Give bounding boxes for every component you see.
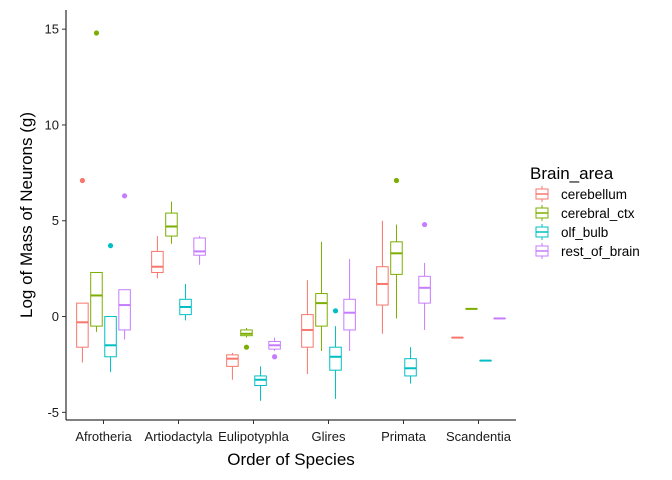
box-cerebral_ctx-Glires	[315, 241, 328, 352]
y-tick-label: -5	[47, 405, 59, 420]
legend-item-rest_of_brain: rest_of_brain	[535, 243, 640, 259]
legend-label: olf_bulb	[561, 225, 608, 240]
x-tick-label: Glires	[312, 429, 346, 444]
box-olf_bulb-Primata	[404, 347, 417, 384]
box-body	[329, 346, 342, 371]
box-cerebellum-Afrotheria	[76, 177, 89, 363]
legend: Brain_area cerebellum cerebral_ctx olf_bul…	[530, 164, 640, 259]
box-cerebellum-Eulipotyphla	[226, 352, 239, 380]
legend-label: cerebral_ctx	[561, 206, 635, 221]
box-olf_bulb-Eulipotyphla	[254, 366, 267, 401]
box-rest_of_brain-Glires	[343, 259, 356, 352]
box-body	[151, 250, 164, 273]
box-cerebellum-Glires	[301, 280, 314, 375]
series-cerebellum	[76, 177, 464, 380]
box-cerebellum-Primata	[376, 220, 389, 334]
x-tick-label: Eulipotyphla	[218, 429, 290, 444]
legend-title: Brain_area	[530, 164, 614, 183]
outlier-point	[107, 243, 114, 249]
box-body	[165, 212, 178, 237]
y-tick-label: 0	[52, 309, 59, 324]
series-cerebral_ctx	[90, 30, 478, 352]
series-rest_of_brain	[118, 193, 506, 360]
axes	[65, 10, 516, 421]
outlier-point	[393, 177, 400, 184]
x-tick-label: Afrotheria	[75, 429, 132, 444]
box-rest_of_brain-Afrotheria	[118, 193, 131, 340]
box-body	[418, 275, 431, 304]
plot-area	[76, 30, 506, 401]
box-body	[118, 289, 131, 331]
legend-item-olf_bulb: olf_bulb	[535, 224, 608, 240]
outlier-point	[271, 354, 278, 360]
box-cerebellum-Artiodactyla	[151, 236, 164, 279]
y-axis-title: Log of Mass of Neurons (g)	[17, 112, 36, 318]
outlier-point	[243, 344, 250, 350]
x-ticks: Afrotheria Artiodactyla Eulipotyphla Glires…	[75, 420, 512, 444]
series-olf_bulb	[104, 243, 492, 401]
x-axis-title: Order of Species	[227, 450, 355, 469]
x-tick-label: Primata	[381, 429, 427, 444]
outlier-point	[332, 308, 339, 314]
box-body	[376, 266, 389, 306]
box-body	[315, 293, 328, 327]
outlier-point	[79, 177, 86, 184]
box-cerebral_ctx-Afrotheria	[90, 30, 103, 332]
box-olf_bulb-Glires	[329, 308, 342, 399]
box-body	[90, 271, 103, 327]
box-body	[226, 354, 239, 367]
box-body	[104, 316, 117, 358]
box-body	[343, 298, 356, 331]
box-olf_bulb-Artiodactyla	[179, 283, 192, 321]
outlier-point	[421, 221, 428, 228]
y-ticks: -5 0 5 10 15	[45, 22, 66, 420]
y-tick-label: 10	[45, 117, 59, 132]
legend-item-cerebellum: cerebellum	[535, 186, 627, 202]
box-olf_bulb-Afrotheria	[104, 243, 117, 373]
outlier-point	[121, 193, 128, 199]
legend-item-cerebral_ctx: cerebral_ctx	[535, 205, 635, 221]
box-rest_of_brain-Eulipotyphla	[268, 337, 281, 360]
box-body	[193, 237, 206, 256]
box-rest_of_brain-Primata	[418, 221, 431, 330]
legend-label: rest_of_brain	[561, 244, 640, 259]
outlier-point	[93, 30, 100, 36]
box-rest_of_brain-Artiodactyla	[193, 236, 206, 265]
x-tick-label: Scandentia	[446, 429, 512, 444]
legend-label: cerebellum	[561, 187, 627, 202]
y-tick-label: 5	[52, 213, 59, 228]
box-cerebral_ctx-Artiodactyla	[165, 201, 178, 244]
box-cerebral_ctx-Primata	[390, 177, 403, 319]
box-body	[390, 241, 403, 275]
y-tick-label: 15	[45, 22, 59, 37]
x-tick-label: Artiodactyla	[145, 429, 214, 444]
box-body	[76, 302, 89, 348]
box-cerebral_ctx-Eulipotyphla	[240, 328, 253, 350]
